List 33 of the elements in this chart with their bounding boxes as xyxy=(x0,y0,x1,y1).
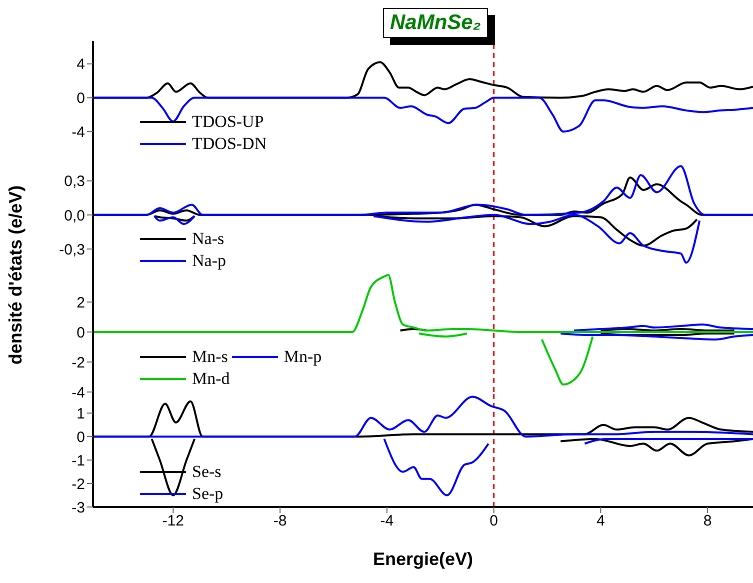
x-axis-title: Energie(eV) xyxy=(372,549,474,570)
y-tick-label: 0 xyxy=(76,428,85,446)
y-tick-label: -4 xyxy=(72,124,85,141)
y-axis-title: densité d'états (e/eV) xyxy=(6,185,26,365)
y-tick-label: 0 xyxy=(76,324,85,342)
chart-title: NaMnSe₂ xyxy=(383,8,488,38)
y-tick-label: 4 xyxy=(76,56,85,74)
y-tick-label: 0 xyxy=(76,90,85,108)
y-tick-label: -4 xyxy=(72,384,85,402)
x-tick-label: 4 xyxy=(596,512,605,530)
legend-label: Se-p xyxy=(192,484,224,504)
legend-label: TDOS-DN xyxy=(192,134,267,154)
y-tick-label: -2 xyxy=(72,354,85,372)
y-tick-label: 2 xyxy=(76,294,85,312)
y-tick-label: 1 xyxy=(76,405,85,422)
legend-label: Mn-s xyxy=(192,347,228,367)
legend-label: Na-p xyxy=(192,251,226,271)
y-tick-label: -3 xyxy=(72,499,85,516)
x-tick-label: -8 xyxy=(273,512,287,530)
y-tick-label: -1 xyxy=(72,452,85,470)
legend-label: Na-s xyxy=(192,229,224,249)
x-tick-label: 8 xyxy=(703,512,712,530)
x-tick-label: -12 xyxy=(162,512,184,530)
y-tick-label: 0,0 xyxy=(64,207,85,224)
legend-label: Mn-d xyxy=(192,369,230,389)
legend-label: TDOS-UP xyxy=(192,112,264,132)
x-tick-label: 0 xyxy=(490,512,498,530)
legend-label: Se-s xyxy=(192,462,222,482)
y-tick-label: -0,3 xyxy=(59,241,85,258)
legend-label: Mn-p xyxy=(284,347,322,367)
y-tick-label: -2 xyxy=(72,476,85,493)
y-tick-label: 0,3 xyxy=(64,173,85,190)
x-tick-label: -4 xyxy=(380,512,394,530)
